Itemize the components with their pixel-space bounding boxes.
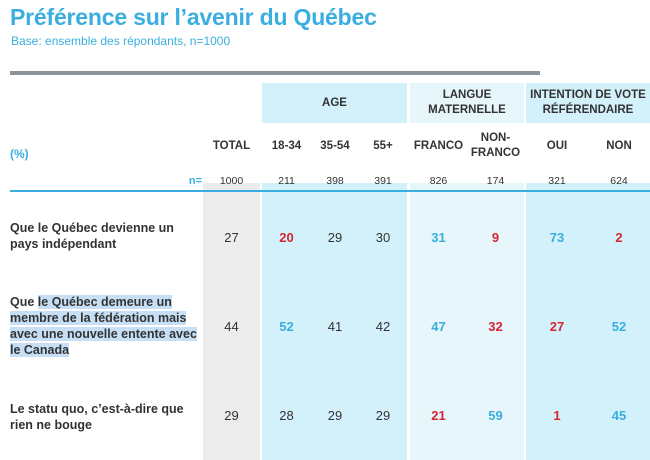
unit-label: (%)	[10, 147, 29, 161]
table-cell: 30	[375, 230, 391, 245]
table-cell: 47	[431, 319, 446, 334]
n-value-6: 321	[548, 175, 566, 187]
table-cell: 1	[553, 408, 561, 423]
n-value-7: 624	[610, 175, 628, 187]
n-value-1: 211	[278, 175, 295, 187]
n-value-3: 391	[374, 175, 392, 187]
table-cell: 41	[327, 319, 343, 334]
group-header-vote-label: INTENTION DE VOTE RÉFÉRENDAIRE	[530, 89, 646, 116]
row-label-text: Que le Québec devienne un pays indépenda…	[10, 221, 174, 251]
column-header-6: OUI	[546, 139, 568, 152]
column-header-3: 55+	[373, 139, 393, 152]
table-cell: 27	[224, 230, 239, 245]
table-cell: 52	[279, 319, 294, 334]
group-header-age-label: AGE	[322, 96, 347, 109]
table-cell: 45	[611, 408, 627, 423]
table-cell: 73	[549, 230, 565, 245]
table-cell: 44	[224, 319, 239, 334]
n-value-5: 174	[486, 175, 505, 187]
age-column-background	[262, 183, 407, 460]
row-label-0: Que le Québec devienne un pays indépenda…	[10, 220, 200, 252]
n-value-4: 826	[429, 175, 448, 187]
n-row-rule	[10, 190, 650, 192]
group-header-vote: INTENTION DE VOTE RÉFÉRENDAIRE	[526, 83, 650, 123]
n-row-label: n=	[188, 175, 202, 187]
column-header-2: 35-54	[320, 139, 350, 152]
column-header-1: 18-34	[271, 139, 302, 152]
table-cell: 32	[488, 319, 503, 334]
group-header-langue-label: LANGUE MATERNELLE	[428, 89, 506, 116]
table-cell: 29	[327, 408, 343, 423]
row-label-1: Que le Québec demeure un membre de la fé…	[10, 294, 200, 358]
table-cell: 29	[375, 408, 391, 423]
group-header-age: AGE	[262, 83, 407, 123]
page-title: Préférence sur l’avenir du Québec	[10, 4, 377, 30]
subtitle: Base: ensemble des répondants, n=1000	[11, 34, 231, 48]
column-header-0: TOTAL	[212, 139, 251, 152]
table-cell: 59	[488, 408, 503, 423]
table-cell: 9	[491, 230, 500, 245]
n-value-0: 1000	[219, 175, 244, 187]
langue-column-background	[410, 183, 524, 460]
column-header-7: NON	[606, 139, 632, 152]
row-label-highlight: le Québec demeure un membre de la fédéra…	[10, 295, 197, 357]
column-header-4: FRANCO	[413, 139, 464, 152]
table-cell: 27	[549, 319, 565, 334]
group-header-langue: LANGUE MATERNELLE	[410, 83, 524, 123]
table-cell: 31	[431, 230, 446, 245]
n-value-2: 398	[326, 175, 344, 187]
row-label-text: Que	[10, 295, 38, 309]
table-cell: 29	[327, 230, 343, 245]
total-column-background	[203, 183, 260, 460]
table-cell: 42	[375, 319, 391, 334]
table-cell: 21	[431, 408, 446, 423]
row-label-2: Le statu quo, c’est-à-dire que rien ne b…	[10, 401, 200, 433]
table-cell: 20	[279, 230, 294, 245]
table-cell: 2	[615, 230, 623, 245]
table-cell: 52	[611, 319, 627, 334]
row-label-text: Le statu quo, c’est-à-dire que rien ne b…	[10, 402, 184, 432]
column-header-5: NON- FRANCO	[470, 132, 521, 159]
table-cell: 29	[224, 408, 239, 423]
table-cell: 28	[279, 408, 294, 423]
header-rule	[10, 71, 540, 75]
vote-column-background	[526, 183, 650, 460]
